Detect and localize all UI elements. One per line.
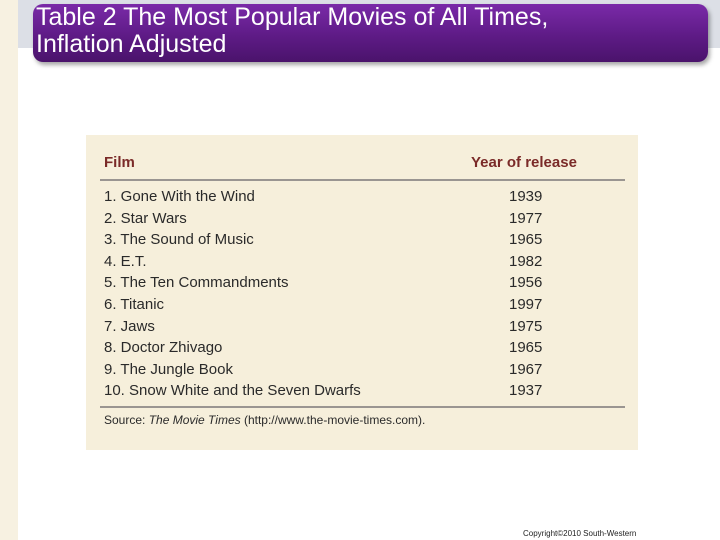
release-year: 1977 bbox=[509, 209, 543, 227]
film-title: 1. Gone With the Wind bbox=[104, 188, 255, 205]
table-row: 9. The Jungle Book 1967 bbox=[104, 359, 574, 381]
release-year: 1997 bbox=[509, 295, 543, 313]
release-year: 1965 bbox=[509, 231, 543, 249]
table-panel bbox=[86, 135, 638, 450]
table-row: 7. Jaws 1975 bbox=[104, 316, 574, 338]
film-column-header: Film bbox=[104, 154, 135, 171]
film-title: 2. Star Wars bbox=[104, 209, 187, 227]
film-title: 8. Doctor Zhivago bbox=[104, 339, 223, 357]
source-note: Source: The Movie Times (http://www.the-… bbox=[104, 413, 425, 427]
left-strip bbox=[0, 0, 18, 540]
table-row: 5. The Ten Commandments 1956 bbox=[104, 272, 574, 294]
release-year: 1975 bbox=[509, 317, 543, 335]
table-row: 8. Doctor Zhivago 1965 bbox=[104, 337, 574, 359]
table-row: 1. Gone With the Wind 1939 bbox=[104, 186, 574, 208]
source-suffix: (http://www.the-movie-times.com). bbox=[240, 413, 426, 427]
copyright-notice: Copyright©2010 South-Western bbox=[523, 529, 637, 538]
release-year: 1939 bbox=[509, 188, 543, 205]
footer-divider bbox=[100, 406, 625, 408]
film-title: 10. Snow White and the Seven Dwarfs bbox=[104, 382, 361, 400]
film-title: 9. The Jungle Book bbox=[104, 360, 233, 378]
year-column-header: Year of release bbox=[471, 154, 577, 171]
film-title: 5. The Ten Commandments bbox=[104, 274, 289, 292]
film-title: 3. The Sound of Music bbox=[104, 231, 254, 249]
release-year: 1965 bbox=[509, 339, 543, 357]
source-prefix: Source: bbox=[104, 413, 149, 427]
table-row: 6. Titanic 1997 bbox=[104, 294, 574, 316]
table-row: 2. Star Wars 1977 bbox=[104, 208, 574, 230]
table-row: 10. Snow White and the Seven Dwarfs 1937 bbox=[104, 380, 574, 402]
header-divider bbox=[100, 179, 625, 181]
release-year: 1982 bbox=[509, 252, 543, 270]
release-year: 1937 bbox=[509, 382, 543, 400]
table-row: 4. E.T. 1982 bbox=[104, 251, 574, 273]
table-body: 1. Gone With the Wind 1939 2. Star Wars 197… bbox=[104, 186, 574, 402]
source-publication: The Movie Times bbox=[148, 413, 241, 427]
release-year: 1956 bbox=[509, 274, 543, 292]
title-banner bbox=[33, 4, 708, 62]
release-year: 1967 bbox=[509, 360, 543, 378]
slide-title: Table 2 The Most Popular Movies of All T… bbox=[36, 3, 549, 58]
film-title: 4. E.T. bbox=[104, 252, 147, 270]
film-title: 6. Titanic bbox=[104, 295, 165, 313]
film-title: 7. Jaws bbox=[104, 317, 155, 335]
table-row: 3. The Sound of Music 1965 bbox=[104, 229, 574, 251]
